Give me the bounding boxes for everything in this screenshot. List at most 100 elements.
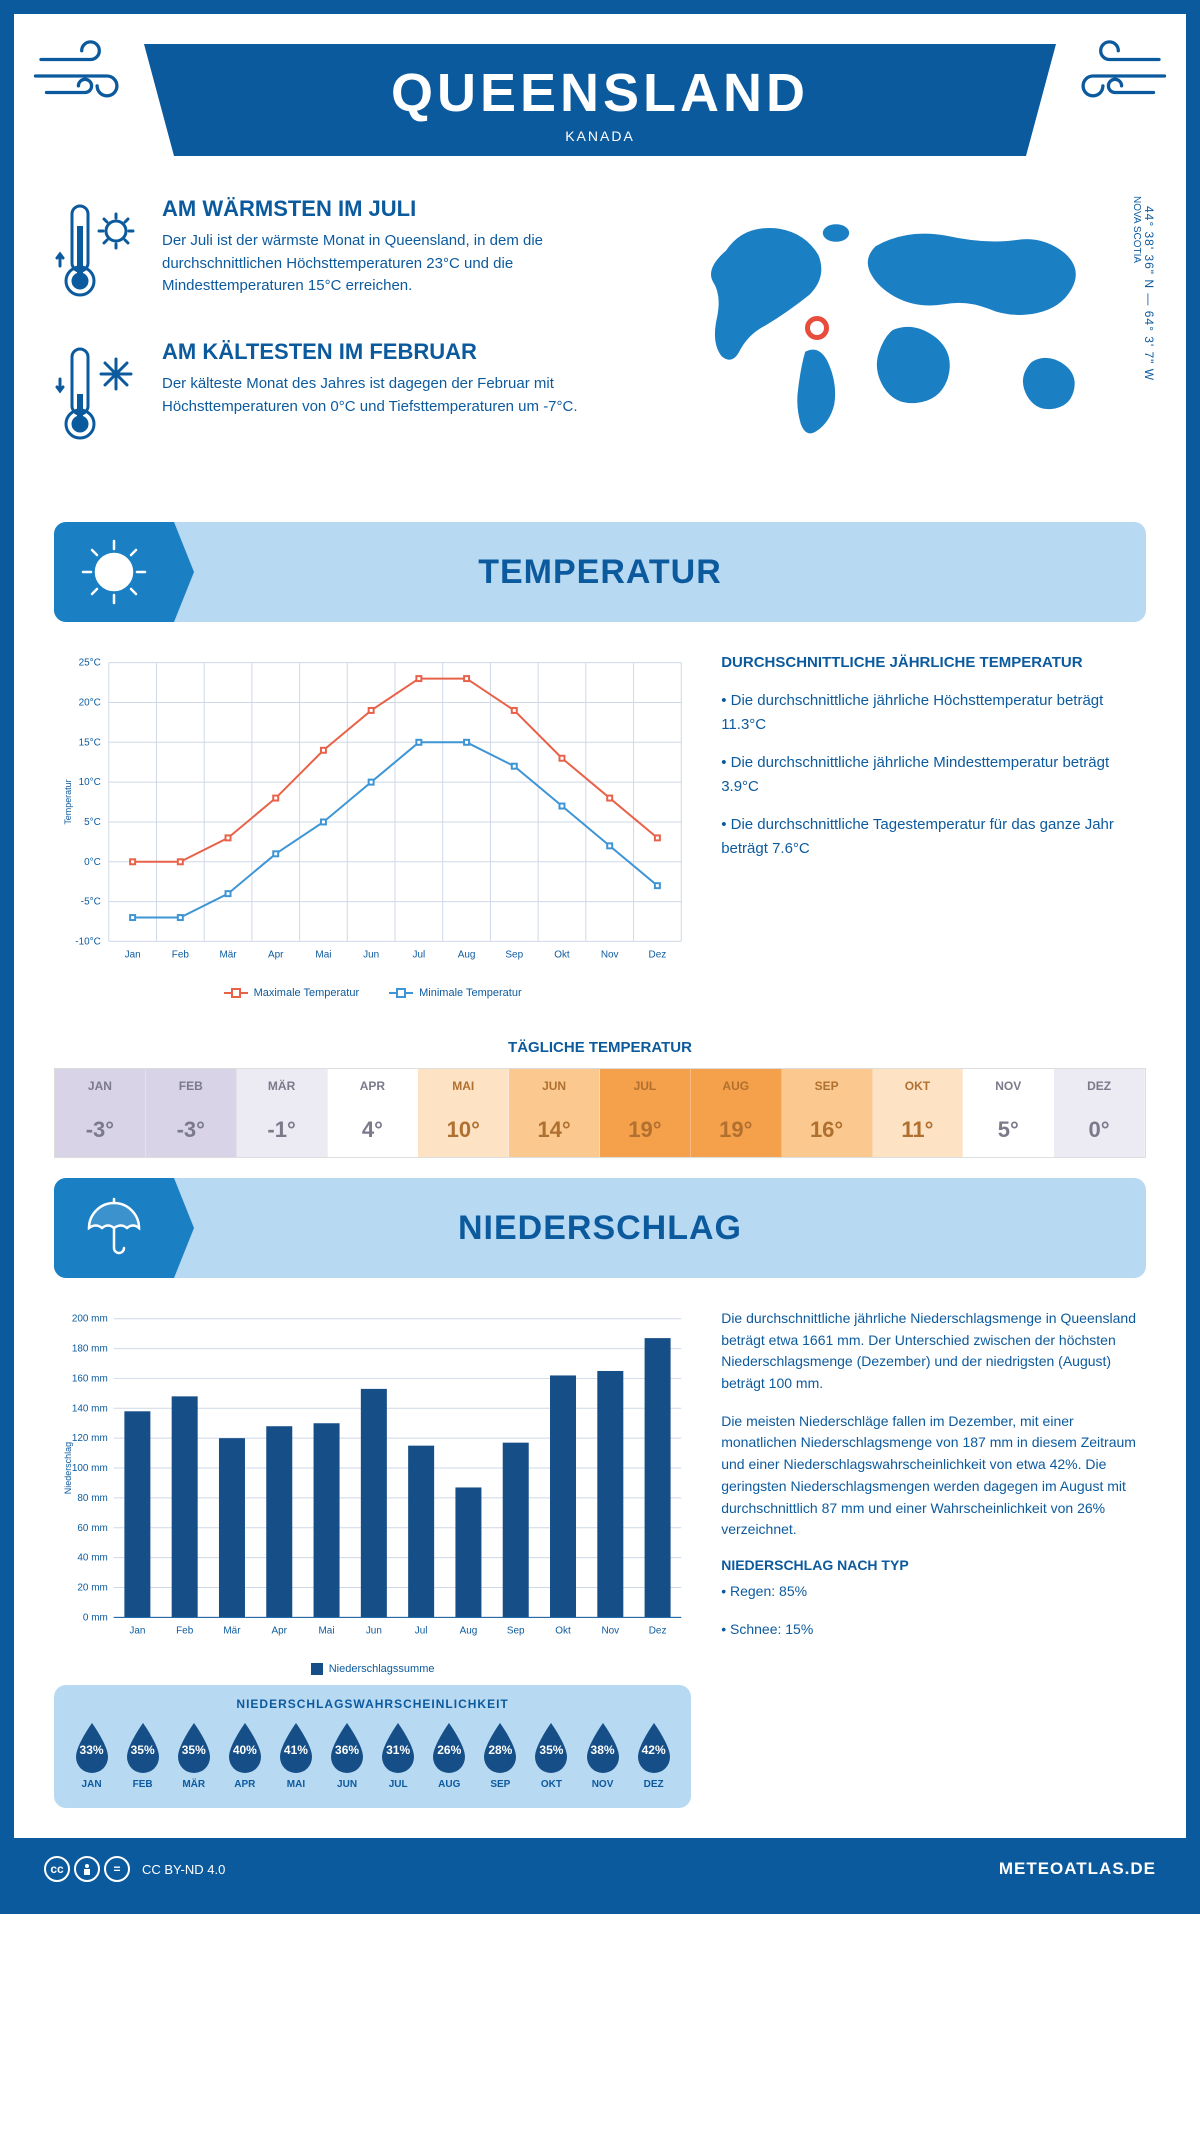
daily-month: OKT [873, 1069, 963, 1103]
legend-max-label: Maximale Temperatur [254, 987, 360, 999]
probability-month: FEB [119, 1779, 166, 1790]
probability-value: 26% [437, 1743, 461, 1757]
probability-cell: 42% DEZ [630, 1721, 677, 1790]
temp-bullet: • Die durchschnittliche jährliche Höchst… [721, 689, 1146, 737]
fact-title: AM WÄRMSTEN IM JULI [162, 196, 639, 222]
coordinates-label: 44° 38' 36" N — 64° 3' 7" W [1142, 206, 1156, 381]
page-subtitle: KANADA [174, 128, 1026, 144]
precipitation-title: NIEDERSCHLAG [458, 1209, 742, 1248]
precipitation-chart: 0 mm20 mm40 mm60 mm80 mm100 mm120 mm140 … [54, 1308, 691, 1808]
probability-month: DEZ [630, 1779, 677, 1790]
probability-value: 42% [642, 1743, 666, 1757]
drop-icon: 41% [275, 1721, 317, 1773]
svg-text:Nov: Nov [601, 949, 619, 960]
precip-type: • Schnee: 15% [721, 1619, 1146, 1641]
daily-cell: SEP 16° [782, 1069, 873, 1157]
facts-column: AM WÄRMSTEN IM JULI Der Juli ist der wär… [54, 196, 639, 482]
precipitation-body: 0 mm20 mm40 mm60 mm80 mm100 mm120 mm140 … [14, 1278, 1186, 1818]
drop-icon: 35% [122, 1721, 164, 1773]
temperature-side-text: DURCHSCHNITTLICHE JÄHRLICHE TEMPERATUR •… [721, 652, 1146, 999]
daily-month: JUL [600, 1069, 690, 1103]
probability-cell: 35% FEB [119, 1721, 166, 1790]
probability-month: AUG [426, 1779, 473, 1790]
svg-text:80 mm: 80 mm [77, 1493, 107, 1504]
probability-month: JUL [375, 1779, 422, 1790]
svg-text:Apr: Apr [272, 1625, 288, 1636]
legend-bar-label: Niederschlagssumme [329, 1663, 435, 1675]
precip-type: • Regen: 85% [721, 1581, 1146, 1603]
svg-text:Mai: Mai [315, 949, 331, 960]
wind-icon-right [1060, 36, 1170, 121]
page-title: QUEENSLAND [174, 62, 1026, 124]
probability-cell: 28% SEP [477, 1721, 524, 1790]
svg-text:20°C: 20°C [79, 697, 101, 708]
daily-month: NOV [963, 1069, 1053, 1103]
temperature-chart: -10°C-5°C0°C5°C10°C15°C20°C25°CJanFebMär… [54, 652, 691, 999]
svg-text:Apr: Apr [268, 949, 284, 960]
svg-text:Jan: Jan [129, 1625, 145, 1636]
probability-cell: 40% APR [221, 1721, 268, 1790]
svg-text:Aug: Aug [458, 949, 476, 960]
svg-text:Jul: Jul [412, 949, 425, 960]
sun-icon [54, 522, 174, 622]
daily-value: -1° [237, 1103, 327, 1157]
probability-value: 40% [233, 1743, 257, 1757]
temperature-title: TEMPERATUR [478, 553, 722, 592]
daily-cell: OKT 11° [873, 1069, 964, 1157]
svg-text:Niederschlag: Niederschlag [63, 1442, 73, 1494]
daily-value: -3° [55, 1103, 145, 1157]
svg-text:15°C: 15°C [79, 737, 101, 748]
svg-text:160 mm: 160 mm [72, 1373, 108, 1384]
svg-text:-10°C: -10°C [75, 936, 101, 947]
precip-paragraph: Die durchschnittliche jährliche Niedersc… [721, 1308, 1146, 1395]
probability-month: JAN [68, 1779, 115, 1790]
svg-text:Dez: Dez [649, 949, 667, 960]
svg-text:Jan: Jan [125, 949, 141, 960]
drop-icon: 42% [633, 1721, 675, 1773]
svg-text:Feb: Feb [176, 1625, 194, 1636]
probability-month: MÄR [170, 1779, 217, 1790]
temperature-section-header: TEMPERATUR [54, 522, 1146, 622]
drop-icon: 38% [582, 1721, 624, 1773]
daily-month: MÄR [237, 1069, 327, 1103]
map-column: NOVA SCOTIA 44° 38' 36" N — 64° 3' 7" W [659, 196, 1146, 482]
daily-value: 4° [328, 1103, 418, 1157]
footer: cc = CC BY-ND 4.0 METEOATLAS.DE [14, 1838, 1186, 1900]
drop-icon: 35% [173, 1721, 215, 1773]
probability-month: OKT [528, 1779, 575, 1790]
probability-cell: 41% MAI [272, 1721, 319, 1790]
probability-month: JUN [324, 1779, 371, 1790]
probability-value: 31% [386, 1743, 410, 1757]
header-banner: QUEENSLAND KANADA [174, 44, 1026, 156]
daily-temp-grid: JAN -3° FEB -3° MÄR -1° APR 4° MAI 10° J… [54, 1068, 1146, 1158]
daily-value: 11° [873, 1103, 963, 1157]
daily-cell: MAI 10° [418, 1069, 509, 1157]
license-text: CC BY-ND 4.0 [142, 1862, 225, 1877]
daily-value: 0° [1054, 1103, 1144, 1157]
daily-month: JUN [509, 1069, 599, 1103]
page: QUEENSLAND KANADA AM WÄRMSTEN IM JULI De… [0, 0, 1200, 1914]
umbrella-icon [54, 1178, 174, 1278]
temp-side-title: DURCHSCHNITTLICHE JÄHRLICHE TEMPERATUR [721, 652, 1146, 673]
daily-cell: MÄR -1° [237, 1069, 328, 1157]
probability-month: NOV [579, 1779, 626, 1790]
footer-license: cc = CC BY-ND 4.0 [44, 1856, 225, 1882]
probability-cell: 35% OKT [528, 1721, 575, 1790]
probability-value: 28% [488, 1743, 512, 1757]
precipitation-section-header: NIEDERSCHLAG [54, 1178, 1146, 1278]
daily-month: FEB [146, 1069, 236, 1103]
daily-cell: FEB -3° [146, 1069, 237, 1157]
drop-icon: 36% [326, 1721, 368, 1773]
temperature-body: -10°C-5°C0°C5°C10°C15°C20°C25°CJanFebMär… [14, 622, 1186, 1029]
probability-cell: 33% JAN [68, 1721, 115, 1790]
probability-value: 35% [182, 1743, 206, 1757]
probability-value: 35% [131, 1743, 155, 1757]
drop-icon: 26% [428, 1721, 470, 1773]
probability-value: 33% [80, 1743, 104, 1757]
probability-cell: 31% JUL [375, 1721, 422, 1790]
daily-value: 16° [782, 1103, 872, 1157]
svg-text:200 mm: 200 mm [72, 1314, 108, 1325]
svg-text:100 mm: 100 mm [72, 1463, 108, 1474]
daily-value: 14° [509, 1103, 599, 1157]
fact-block: AM WÄRMSTEN IM JULI Der Juli ist der wär… [54, 196, 639, 311]
